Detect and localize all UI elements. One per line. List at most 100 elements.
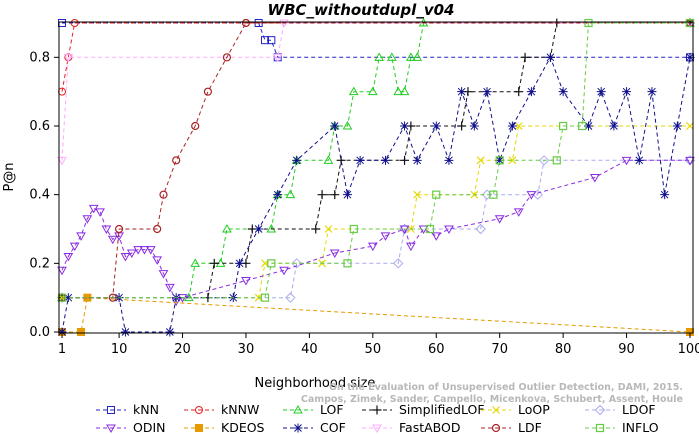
series-point-cof	[482, 87, 492, 97]
series-point-lof	[412, 52, 423, 61]
legend-swatch-marker	[595, 423, 605, 433]
series-point-ldof	[475, 223, 486, 235]
legend-entry-inflo: INFLO	[585, 420, 659, 434]
series-point-lof	[323, 155, 334, 164]
x-tick-label: 100	[678, 342, 699, 357]
legend-swatch-marker	[195, 424, 203, 432]
legend-entry-ldf: LDF	[481, 420, 542, 434]
legend-entry-ldof: LDOF	[585, 402, 656, 417]
series-point-inflo	[260, 293, 270, 302]
series-point-odin	[126, 249, 137, 259]
series-point-fastabod	[272, 53, 283, 63]
series-point-cof	[660, 190, 670, 200]
series-point-odin	[107, 235, 118, 245]
series-point-odin	[241, 277, 251, 286]
legend-label: COF	[320, 420, 346, 434]
series-point-odin	[279, 266, 289, 276]
series-point-odin	[120, 252, 131, 262]
series-point-odin	[133, 246, 143, 255]
series-point-ldof	[538, 155, 550, 166]
series-point-simplifiedlof	[336, 155, 346, 165]
series-point-inflo	[349, 224, 358, 234]
x-axis: 1 10 20 30 40 50 60 70 80 90 100	[58, 333, 699, 357]
series-line-ldf	[62, 22, 690, 299]
series-point-inflo	[552, 156, 561, 165]
legend-label: kNNW	[221, 402, 259, 417]
credit-line-2: On the Evaluation of Unsupervised Outlie…	[329, 382, 683, 393]
series-line-kdeos	[62, 297, 691, 333]
series-point-cof	[444, 155, 454, 165]
y-tick-label: 0.4	[29, 188, 50, 203]
legend-entry-odin: ODIN	[96, 420, 166, 434]
x-tick-label: 10	[111, 342, 128, 357]
legend-swatch-marker	[492, 406, 500, 414]
series-point-cof	[634, 155, 644, 165]
series-point-cof	[412, 155, 422, 165]
legend-entry-lof: LOF	[283, 402, 344, 417]
series-point-cof	[647, 87, 657, 97]
series-point-lof	[393, 86, 404, 96]
series-point-odin	[444, 225, 454, 235]
series-point-lof	[406, 52, 416, 61]
series-point-loop	[686, 122, 694, 130]
series-point-ldf	[172, 156, 181, 165]
x-tick-label: 70	[491, 342, 508, 357]
series-point-cof	[381, 155, 391, 165]
series-point-odin	[621, 156, 632, 166]
x-tick-label: 90	[618, 342, 635, 357]
series-point-cof	[526, 87, 536, 97]
x-tick-label: 80	[555, 342, 572, 357]
series-point-cof	[120, 327, 130, 337]
legend-swatch-marker	[106, 424, 116, 434]
series-point-cof	[457, 87, 467, 97]
series-point-inflo	[584, 18, 593, 28]
series-point-odin	[95, 208, 105, 217]
series-point-odin	[380, 232, 391, 241]
legend-label: FastABOD	[399, 420, 461, 434]
legend-swatch-marker	[293, 404, 303, 414]
series-point-cof	[609, 121, 619, 131]
plot-frame	[58, 21, 694, 334]
series-point-odin	[494, 215, 505, 224]
series-point-cof	[622, 87, 632, 97]
legend-label: ODIN	[133, 420, 166, 434]
series-layer	[56, 17, 696, 337]
series-point-inflo	[425, 224, 435, 234]
y-tick-label: 0.2	[29, 256, 50, 271]
legend-swatch-marker	[594, 404, 606, 416]
legend-label: KDEOS	[221, 420, 265, 434]
series-point-simplifiedlof	[330, 190, 340, 200]
series-point-odin	[63, 252, 74, 262]
legend-label: kNN	[133, 402, 159, 417]
series-point-ldf	[108, 293, 117, 302]
series-point-inflo	[578, 121, 587, 131]
legend-swatch-marker	[195, 406, 203, 414]
series-point-lof	[222, 223, 232, 233]
legend-label: LDOF	[622, 402, 656, 417]
series-point-lof	[190, 258, 201, 267]
legend-entry-fastabod: FastABOD	[362, 420, 461, 434]
series-point-simplifiedlof	[457, 121, 467, 131]
series-point-ldf	[222, 53, 232, 62]
series-point-lof	[342, 120, 353, 130]
series-point-cof	[672, 121, 682, 131]
legend-entry-knnw: kNNW	[184, 402, 259, 417]
series-point-kdeos	[77, 328, 86, 336]
series-point-odin	[329, 249, 340, 259]
series-point-knnw	[70, 19, 79, 27]
series-point-fastabod	[57, 156, 67, 166]
series-point-inflo	[559, 121, 568, 131]
series-point-cof	[596, 87, 606, 97]
series-point-lof	[386, 52, 397, 61]
series-point-loop	[476, 156, 485, 165]
series-point-cof	[273, 190, 283, 200]
series-point-cof	[469, 121, 479, 131]
series-point-simplifiedlof	[311, 224, 321, 234]
series-point-cof	[63, 293, 73, 303]
legend-swatch-marker	[293, 423, 303, 433]
credit-line-1: Campos, Zimek, Sander, Campello, Micenko…	[301, 394, 683, 405]
legend-swatch-marker	[372, 424, 382, 434]
series-point-ldf	[153, 224, 162, 234]
series-point-cof	[292, 155, 302, 165]
